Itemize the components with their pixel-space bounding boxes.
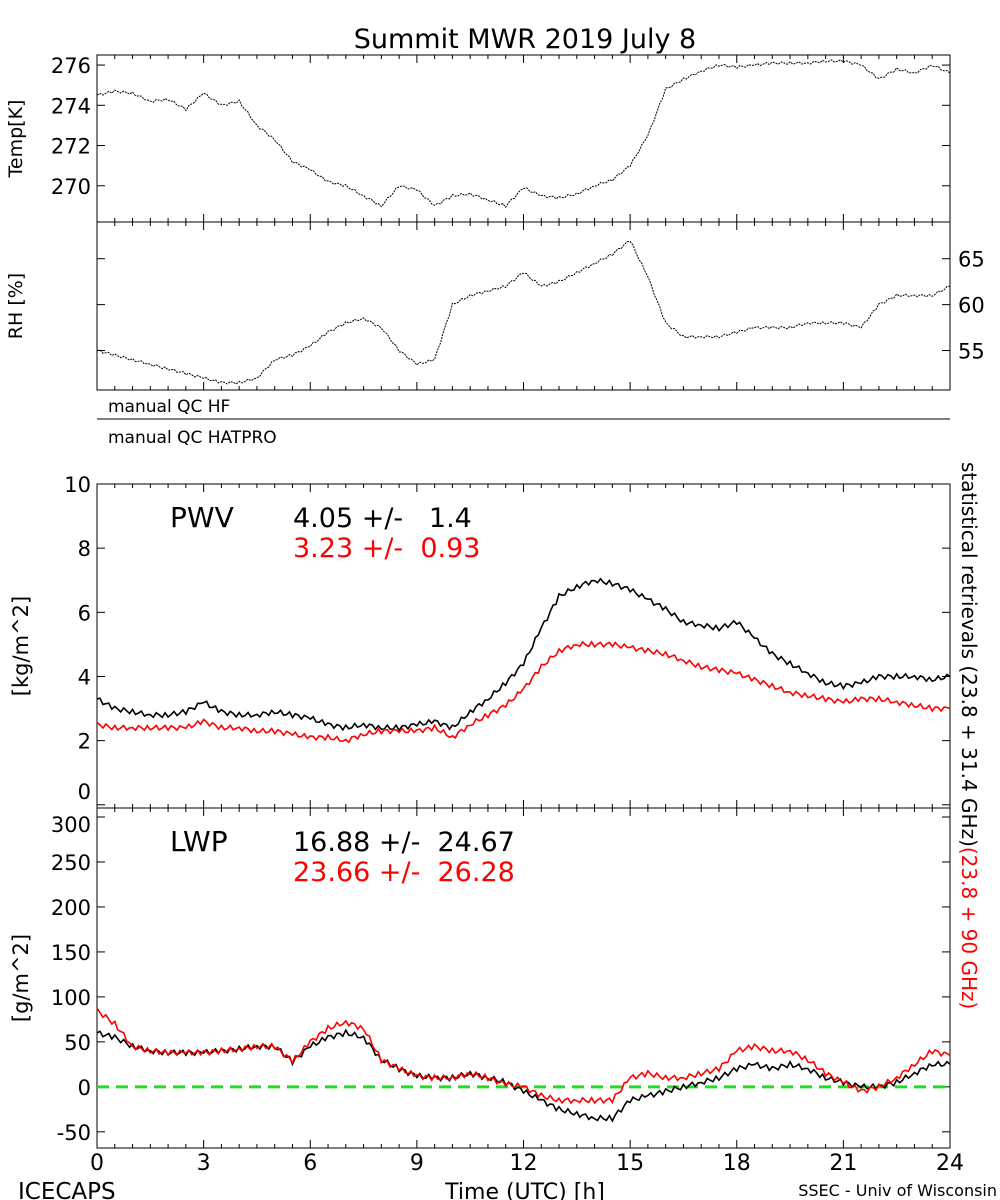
temp-panel: 270 272 274 276 Temp[K] [5, 54, 951, 223]
lwp-stats-red: 23.66 +/- 26.28 [293, 857, 515, 888]
x-tick-label: 21 [829, 1151, 857, 1176]
rh-frame [96, 221, 951, 391]
rh-y-tick-label: 65 [958, 248, 985, 272]
x-axis-label: Time (UTC) [h] [444, 1180, 605, 1200]
rh-y-tick-label: 55 [958, 340, 985, 364]
pwv-stats-black: 4.05 +/- 1.4 [293, 503, 472, 534]
temp-y-tick-label: 274 [51, 94, 91, 118]
lwp-y-tick-label: 200 [51, 896, 91, 920]
x-tick-label: 6 [303, 1151, 317, 1176]
footer-right: SSEC - Univ of Wisconsin [798, 1181, 997, 1200]
rh-y-tick-label: 60 [958, 294, 985, 318]
temp-frame [96, 54, 951, 223]
lwp-y-axis-label: [g/m^2] [9, 934, 33, 1022]
rh-panel: 55 60 65 RH [%] [5, 221, 985, 391]
lwp-panel-label: LWP [170, 825, 228, 858]
qc-panel: manual QC HF manual QC HATPRO [97, 389, 950, 448]
side-label-text: statistical retrievals (23.8 + 31.4 GHz)… [957, 462, 981, 1009]
pwv-y-tick-label: 0 [78, 780, 91, 804]
pwv-y-tick-label: 8 [78, 537, 91, 561]
lwp-y-tick-label: 100 [51, 986, 91, 1010]
x-tick-label: 15 [616, 1151, 644, 1176]
side-label: statistical retrievals (23.8 + 31.4 GHz)… [957, 462, 981, 1009]
pwv-y-tick-label: 10 [64, 473, 91, 497]
lwp-y-tick-label: -50 [57, 1121, 91, 1145]
x-tick-label: 24 [936, 1151, 964, 1176]
rh-y-axis-label: RH [%] [5, 273, 27, 339]
side-label-red: (23.8 + 90 GHz) [957, 847, 981, 1009]
pwv-y-tick-label: 4 [78, 665, 91, 689]
lwp-series-black-line [96, 1028, 951, 1123]
side-label-black: statistical retrievals (23.8 + 31.4 GHz) [957, 462, 981, 847]
temp-y-axis-label: Temp[K] [5, 100, 27, 179]
footer-left: ICECAPS [18, 1179, 116, 1200]
lwp-stats-black: 16.88 +/- 24.67 [293, 827, 515, 858]
figure-title: Summit MWR 2019 July 8 [354, 24, 696, 55]
qc-label-hatpro: manual QC HATPRO [108, 428, 277, 448]
rh-series-black-line [96, 240, 951, 385]
lwp-y-tick-label: 0 [78, 1076, 91, 1100]
temp-y-tick-label: 272 [51, 135, 91, 159]
x-tick-label: 18 [723, 1151, 751, 1176]
pwv-series-red-line [96, 640, 951, 744]
pwv-y-tick-label: 2 [78, 730, 91, 754]
lwp-y-tick-label: 250 [51, 851, 91, 875]
pwv-y-axis-label: [kg/m^2] [9, 596, 33, 696]
temp-series-black-line [96, 59, 951, 209]
x-tick-label: 9 [410, 1151, 424, 1176]
pwv-y-tick-label: 6 [78, 601, 91, 625]
x-tick-label: 3 [197, 1151, 211, 1176]
x-tick-label: 0 [90, 1151, 104, 1176]
x-tick-label: 12 [510, 1151, 538, 1176]
qc-label-hf: manual QC HF [108, 397, 230, 417]
temp-y-tick-label: 276 [51, 54, 91, 78]
pwv-series-black-line [96, 577, 951, 732]
lwp-y-tick-label: 300 [51, 813, 91, 837]
pwv-stats-red: 3.23 +/- 0.93 [293, 533, 480, 564]
temp-y-tick-label: 270 [51, 175, 91, 199]
lwp-y-tick-label: 50 [64, 1031, 91, 1055]
pwv-panel: 0 2 4 6 8 10 [kg/m^2] PWV 4.05 +/- 1.43.23 +/- 0… [9, 473, 951, 809]
lwp-frame [96, 807, 951, 1149]
pwv-panel-label: PWV [170, 501, 234, 534]
lwp-y-tick-label: 150 [51, 941, 91, 965]
lwp-series-red-line [96, 1007, 951, 1105]
